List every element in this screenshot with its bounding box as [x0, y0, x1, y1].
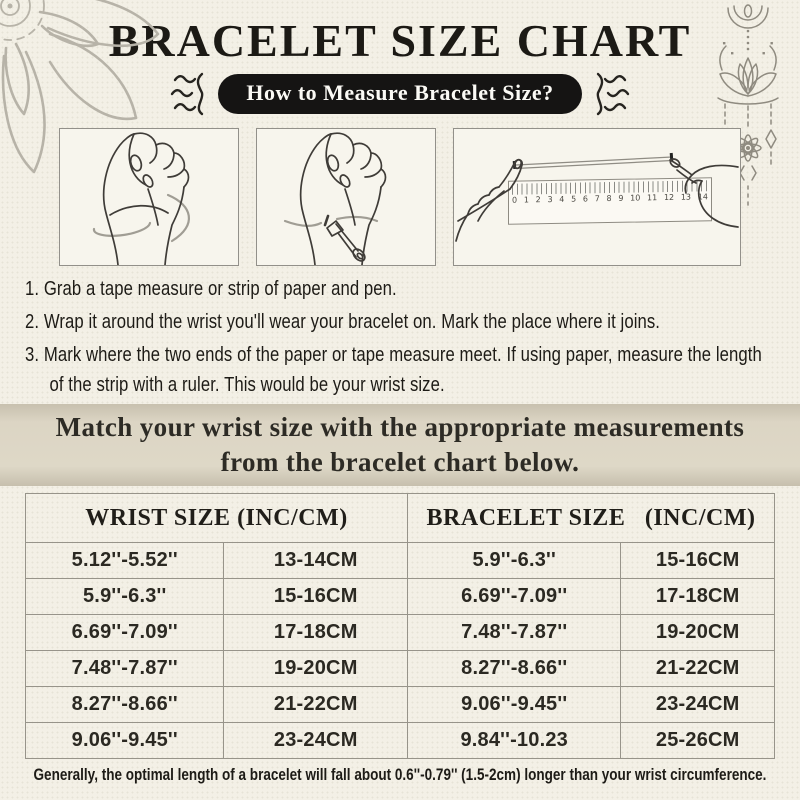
table-row: 9.06''-9.45'' 23-24CM 9.84''-10.23 25-26CM	[24, 722, 775, 759]
how-to-measure-badge: How to Measure Bracelet Size?	[218, 74, 582, 114]
illustration-row: 0 1 2 3 4 5 6 7 8 9 10 11 12 13 14	[30, 128, 770, 266]
banner-line-1: Match your wrist size with the appropria…	[55, 412, 745, 442]
banner-line-2: from the bracelet chart below.	[220, 447, 580, 477]
table-row: 6.69''-7.09'' 17-18CM 7.48''-7.87'' 19-20CM	[24, 614, 775, 651]
table-cell: 9.84''-10.23	[406, 722, 622, 759]
step-number: 3.	[25, 343, 44, 366]
table-cell: 9.06''-9.45''	[406, 686, 622, 723]
wrap-wrist-drawing-icon	[92, 132, 191, 265]
lotus-ornament-icon	[717, 4, 779, 206]
table-cell: 13-14CM	[223, 542, 408, 579]
table-cell: 21-22CM	[223, 686, 408, 723]
table-header-row: WRIST SIZE (INC/CM) BRACELET SIZE (INC/C…	[25, 493, 776, 543]
badge-row: How to Measure Bracelet Size?	[0, 72, 800, 116]
table-cell: 15-16CM	[620, 542, 775, 579]
table-cell: 15-16CM	[223, 578, 408, 615]
steps-list: 1. Grab a tape measure or strip of paper…	[25, 274, 773, 400]
table-cell: 25-26CM	[620, 722, 775, 759]
table-cell: 5.12''-5.52''	[24, 542, 225, 579]
table-cell: 19-20CM	[223, 650, 408, 687]
table-cell: 5.9''-6.3''	[406, 542, 622, 579]
table-cell: 21-22CM	[620, 650, 775, 687]
table-cell: 17-18CM	[620, 578, 775, 615]
table-row: 5.12''-5.52'' 13-14CM 5.9''-6.3'' 15-16CM	[24, 542, 775, 579]
size-table-body: 5.12''-5.52'' 13-14CM 5.9''-6.3'' 15-16CM 5.…	[24, 542, 775, 759]
step-number: 1.	[25, 277, 44, 300]
table-cell: 19-20CM	[620, 614, 775, 651]
bracelet-size-header: BRACELET SIZE (INC/CM)	[406, 493, 776, 543]
illustration-measure-ruler: 0 1 2 3 4 5 6 7 8 9 10 11 12 13 14	[453, 128, 741, 266]
measure-ruler-drawing-icon	[455, 152, 739, 242]
table-cell: 17-18CM	[223, 614, 408, 651]
step-number: 2.	[25, 310, 44, 333]
flourish-right-icon	[596, 72, 629, 116]
table-cell: 6.69''-7.09''	[24, 614, 225, 651]
table-cell: 9.06''-9.45''	[24, 722, 225, 759]
wrist-size-header: WRIST SIZE (INC/CM)	[25, 493, 408, 543]
table-cell: 23-24CM	[620, 686, 775, 723]
table-cell: 7.48''-7.87''	[406, 614, 622, 651]
illustration-mark-wrist	[256, 128, 436, 266]
table-cell: 8.27''-8.66''	[24, 686, 225, 723]
step-item: 2. Wrap it around the wrist you'll wear …	[25, 310, 661, 333]
table-cell: 8.27''-8.66''	[406, 650, 622, 687]
size-chart-table: WRIST SIZE (INC/CM) BRACELET SIZE (INC/C…	[24, 493, 776, 759]
mark-wrist-drawing-icon	[283, 132, 387, 265]
table-row: 8.27''-8.66'' 21-22CM 9.06''-9.45'' 23-24CM	[24, 686, 775, 723]
footnote: Generally, the optimal length of a brace…	[33, 766, 767, 784]
table-cell: 5.9''-6.3''	[24, 578, 225, 615]
illustration-wrap-wrist	[59, 128, 239, 266]
table-row: 5.9''-6.3'' 15-16CM 6.69''-7.09'' 17-18CM	[24, 578, 775, 615]
corner-mandala-icon	[0, 0, 160, 174]
step-item: 3. Mark where the two ends of the paper …	[25, 343, 762, 396]
table-row: 7.48''-7.87'' 19-20CM 8.27''-8.66'' 21-22CM	[24, 650, 775, 687]
match-banner: Match your wrist size with the appropria…	[0, 404, 800, 486]
flourish-left-icon	[171, 72, 204, 116]
step-item: 1. Grab a tape measure or strip of paper…	[25, 277, 397, 300]
page-title: BRACELET SIZE CHART	[108, 15, 692, 66]
table-cell: 6.69''-7.09''	[406, 578, 622, 615]
table-cell: 7.48''-7.87''	[24, 650, 225, 687]
table-cell: 23-24CM	[223, 722, 408, 759]
